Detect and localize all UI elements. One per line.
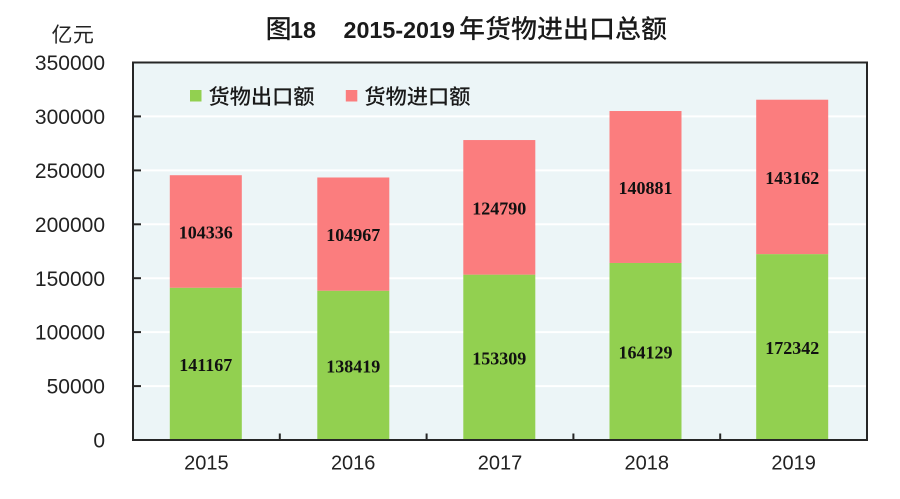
svg-text:104967: 104967 [326, 225, 380, 245]
svg-text:100000: 100000 [35, 322, 105, 345]
svg-text:0: 0 [93, 430, 105, 453]
svg-text:350000: 350000 [35, 52, 105, 75]
svg-text:2015-2019: 2015-2019 [344, 17, 455, 43]
svg-text:124790: 124790 [472, 198, 526, 218]
svg-text:2015: 2015 [184, 453, 229, 475]
svg-text:2018: 2018 [625, 453, 670, 475]
svg-text:2019: 2019 [771, 453, 816, 475]
svg-text:18: 18 [290, 17, 316, 43]
svg-text:153309: 153309 [472, 348, 526, 368]
svg-text:250000: 250000 [35, 160, 105, 183]
svg-text:164129: 164129 [619, 343, 673, 363]
svg-text:300000: 300000 [35, 106, 105, 129]
svg-text:200000: 200000 [35, 214, 105, 237]
svg-text:2017: 2017 [478, 453, 523, 475]
svg-text:143162: 143162 [765, 168, 819, 188]
svg-text:138419: 138419 [326, 356, 380, 376]
svg-text:50000: 50000 [47, 376, 105, 399]
svg-text:104336: 104336 [179, 223, 233, 243]
svg-text:172342: 172342 [765, 338, 819, 358]
svg-text:2016: 2016 [331, 453, 376, 475]
svg-text:140881: 140881 [619, 178, 673, 198]
svg-text:141167: 141167 [179, 355, 232, 375]
svg-text:150000: 150000 [35, 268, 105, 291]
